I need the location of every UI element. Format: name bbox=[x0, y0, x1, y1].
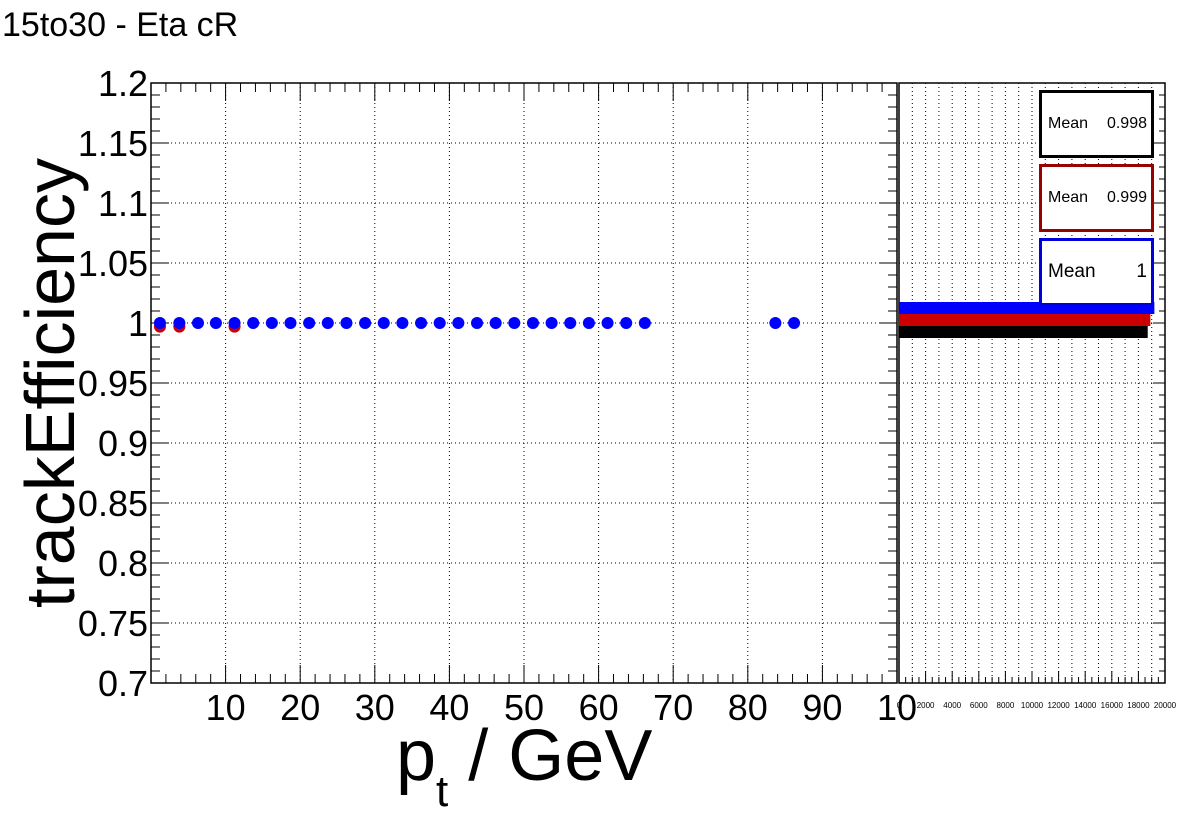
data-point bbox=[452, 317, 465, 329]
side-x-tick-label: 20000 bbox=[1154, 701, 1177, 710]
stat-box-1: Mean 0.998 bbox=[1039, 90, 1154, 158]
side-x-tick-label: 16000 bbox=[1101, 701, 1124, 710]
data-point bbox=[247, 317, 260, 329]
side-x-tick-label: 6000 bbox=[970, 701, 988, 710]
x-tick-label: 50 bbox=[504, 687, 544, 728]
data-point bbox=[396, 317, 409, 329]
side-x-tick-label: 18000 bbox=[1127, 701, 1150, 710]
y-tick-label: 0.9 bbox=[98, 423, 148, 464]
stat-box-2: Mean 0.999 bbox=[1039, 164, 1154, 232]
data-point bbox=[228, 317, 241, 329]
data-point bbox=[415, 317, 428, 329]
y-tick-label: 1.05 bbox=[78, 243, 148, 284]
data-point bbox=[173, 317, 186, 329]
x-tick-label: 80 bbox=[728, 687, 768, 728]
page-title: 15to30 - Eta cR bbox=[2, 6, 239, 44]
data-point bbox=[545, 317, 558, 329]
data-point bbox=[508, 317, 521, 329]
data-point bbox=[769, 317, 782, 329]
histogram-bar bbox=[899, 326, 1148, 338]
y-tick-label: 1 bbox=[128, 303, 148, 344]
x-tick-label: 30 bbox=[355, 687, 395, 728]
side-x-tick-label: 2000 bbox=[917, 701, 935, 710]
side-x-tick-label: 8000 bbox=[997, 701, 1015, 710]
y-tick-label: 1.15 bbox=[78, 123, 148, 164]
y-tick-label: 1.1 bbox=[98, 183, 148, 224]
x-axis-label: pt / GeV bbox=[396, 716, 652, 816]
y-tick-label: 0.7 bbox=[98, 663, 148, 704]
data-point bbox=[191, 317, 204, 329]
histogram-bar bbox=[899, 314, 1151, 326]
stat-box-3-label: Mean bbox=[1048, 261, 1096, 282]
stat-box-3-value: 1 bbox=[1136, 261, 1147, 282]
data-point bbox=[303, 317, 316, 329]
data-point bbox=[359, 317, 372, 329]
data-point bbox=[620, 317, 633, 329]
stat-box-1-label: Mean bbox=[1048, 115, 1089, 132]
data-point bbox=[433, 317, 446, 329]
data-point bbox=[564, 317, 577, 329]
y-tick-label: 0.8 bbox=[98, 543, 148, 584]
x-tick-label: 90 bbox=[802, 687, 842, 728]
side-x-tick-label: 0 bbox=[897, 701, 902, 710]
y-tick-label: 1.2 bbox=[98, 63, 148, 104]
y-tick-label: 0.75 bbox=[78, 603, 148, 644]
data-point bbox=[153, 317, 166, 329]
x-axis-label-rest: / GeV bbox=[448, 716, 652, 796]
data-point bbox=[638, 317, 651, 329]
data-point bbox=[601, 317, 614, 329]
stat-box-1-value: 0.998 bbox=[1106, 115, 1147, 132]
data-point bbox=[582, 317, 595, 329]
data-point bbox=[471, 317, 484, 329]
y-tick-label: 0.85 bbox=[78, 483, 148, 524]
x-axis-label-main: p bbox=[396, 716, 436, 796]
data-point bbox=[321, 317, 334, 329]
x-tick-label: 40 bbox=[429, 687, 469, 728]
x-tick-label: 10 bbox=[877, 687, 917, 728]
data-point bbox=[340, 317, 353, 329]
side-x-tick-label: 4000 bbox=[943, 701, 961, 710]
data-point bbox=[284, 317, 297, 329]
y-tick-label: 0.95 bbox=[78, 363, 148, 404]
x-axis-label-sub: t bbox=[436, 767, 448, 816]
data-point bbox=[788, 317, 801, 329]
data-point bbox=[265, 317, 278, 329]
data-point bbox=[209, 317, 222, 329]
stat-box-2-value: 0.999 bbox=[1106, 189, 1147, 206]
x-tick-label: 60 bbox=[579, 687, 619, 728]
x-tick-label: 70 bbox=[653, 687, 693, 728]
side-x-tick-label: 10000 bbox=[1021, 701, 1044, 710]
side-x-tick-label: 14000 bbox=[1074, 701, 1097, 710]
data-point bbox=[489, 317, 502, 329]
side-x-tick-label: 12000 bbox=[1047, 701, 1070, 710]
y-axis-label: trackEfficiency bbox=[11, 158, 89, 608]
data-point bbox=[377, 317, 390, 329]
x-tick-label: 10 bbox=[206, 687, 246, 728]
stat-box-2-label: Mean bbox=[1048, 189, 1089, 206]
data-point bbox=[526, 317, 539, 329]
stat-box-3: Mean 1 bbox=[1039, 238, 1154, 306]
x-tick-label: 20 bbox=[280, 687, 320, 728]
